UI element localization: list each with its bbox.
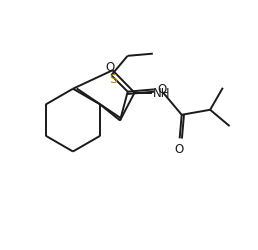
Text: O: O <box>174 142 184 155</box>
Text: NH: NH <box>153 87 171 100</box>
Text: O: O <box>106 60 115 74</box>
Text: O: O <box>157 83 167 96</box>
Text: S: S <box>109 73 117 86</box>
